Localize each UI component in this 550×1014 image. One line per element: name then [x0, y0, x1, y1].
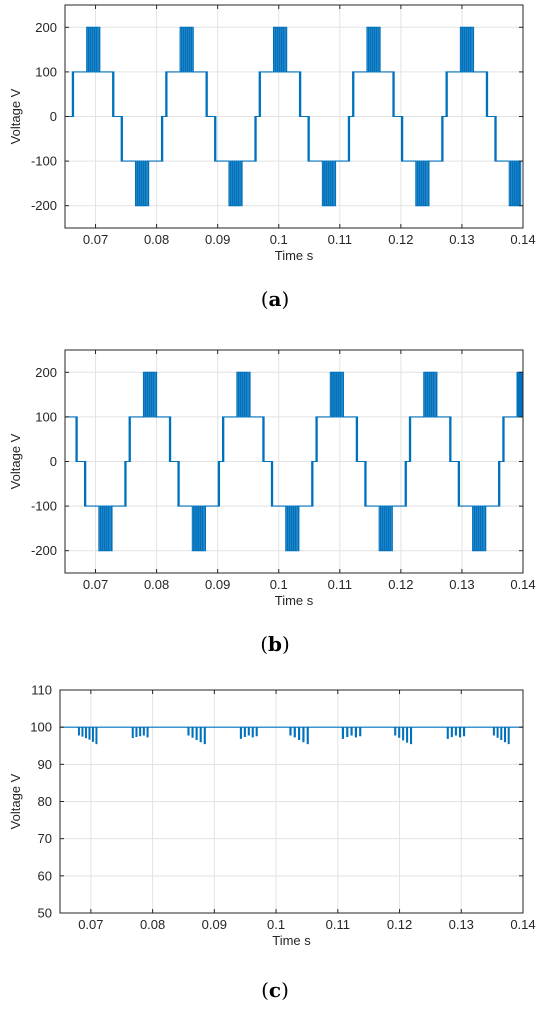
- y-tick-label: -100: [31, 154, 57, 169]
- caption-b-letter: b: [268, 632, 282, 656]
- x-tick-label: 0.13: [449, 232, 474, 247]
- x-tick-label: 0.11: [328, 577, 352, 592]
- x-tick-label: 0.11: [326, 917, 350, 932]
- caption-c-close: ): [281, 978, 289, 1002]
- y-tick-label: 100: [35, 64, 57, 79]
- x-tick-label: 0.1: [270, 232, 288, 247]
- y-tick-label: 80: [38, 794, 52, 809]
- chart-panel-b: 0.07 0.08 0.09 0.1 0.11 0.12 0.13 0.14 -200 -100 0…: [0, 340, 550, 640]
- chart-c: 0.07 0.08 0.09 0.1 0.11 0.12 0.13 0.14 50 60 70 80 9…: [8, 685, 536, 948]
- x-tick-label: 0.14: [510, 577, 535, 592]
- x-tick-label: 0.09: [205, 232, 230, 247]
- y-tick-label: -200: [31, 198, 57, 213]
- chart-panel-c: 0.07 0.08 0.09 0.1 0.11 0.12 0.13 0.14 50 60 70 80 9…: [0, 685, 550, 985]
- caption-c-letter: c: [268, 978, 282, 1002]
- x-tick-label: 0.1: [270, 577, 288, 592]
- caption-c-open: (: [261, 978, 269, 1002]
- caption-a-letter: a: [268, 287, 282, 311]
- x-tick-label: 0.08: [140, 917, 165, 932]
- y-tick-label: 70: [38, 831, 52, 846]
- y-tick-label: 100: [35, 409, 57, 424]
- x-tick-label: 0.12: [388, 577, 413, 592]
- x-tick-label: 0.08: [144, 577, 169, 592]
- y-tick-label: 90: [38, 757, 52, 772]
- caption-b-open: (: [260, 632, 268, 656]
- x-axis-label: Time s: [275, 593, 314, 608]
- x-tick-label: 0.12: [387, 917, 412, 932]
- x-tick-label: 0.11: [328, 232, 352, 247]
- y-tick-label: 200: [35, 365, 57, 380]
- y-axis-label: Voltage V: [8, 433, 23, 489]
- chart-a: 0.07 0.08 0.09 0.1 0.11 0.12 0.13 0.14 -200 -100 0…: [8, 4, 536, 263]
- x-axis-label: Time s: [275, 248, 314, 263]
- y-tick-label: 100: [30, 720, 52, 735]
- caption-b-close: ): [281, 632, 290, 656]
- x-tick-label: 0.12: [388, 232, 413, 247]
- voltage-series-line-a: [68, 26, 523, 207]
- y-tick-label: 60: [38, 868, 52, 883]
- voltage-series-line-b: [65, 371, 523, 552]
- caption-a: (a): [0, 287, 550, 311]
- caption-a-close: ): [281, 287, 290, 311]
- x-tick-label: 0.07: [83, 232, 108, 247]
- x-tick-label: 0.13: [449, 577, 474, 592]
- y-tick-label: 0: [50, 454, 57, 469]
- caption-a-open: (: [260, 287, 269, 311]
- y-axis-label: Voltage V: [8, 88, 23, 144]
- x-tick-label: 0.14: [510, 917, 535, 932]
- chart-b: 0.07 0.08 0.09 0.1 0.11 0.12 0.13 0.14 -200 -100 0…: [8, 349, 536, 608]
- x-tick-label: 0.13: [449, 917, 474, 932]
- x-axis-label: Time s: [272, 933, 311, 948]
- y-axis-label: Voltage V: [8, 773, 23, 829]
- y-tick-label: 0: [50, 109, 57, 124]
- x-tick-label: 0.14: [510, 232, 535, 247]
- y-tick-label: 110: [31, 685, 52, 698]
- y-tick-label: -200: [31, 543, 57, 558]
- caption-b: (b): [0, 632, 550, 656]
- caption-c: (c): [0, 978, 550, 1002]
- x-tick-label: 0.08: [144, 232, 169, 247]
- y-tick-label: 50: [38, 906, 52, 921]
- y-tick-label: -100: [31, 499, 57, 514]
- x-tick-label: 0.07: [78, 917, 103, 932]
- y-tick-label: 200: [35, 20, 57, 35]
- x-tick-label: 0.09: [205, 577, 230, 592]
- chart-panel-a: 0.07 0.08 0.09 0.1 0.11 0.12 0.13 0.14 -200 -100 0…: [0, 0, 550, 300]
- x-tick-label: 0.09: [202, 917, 227, 932]
- dc-voltage-series-line-c: [60, 726, 523, 745]
- x-tick-label: 0.07: [83, 577, 108, 592]
- x-tick-label: 0.1: [267, 917, 285, 932]
